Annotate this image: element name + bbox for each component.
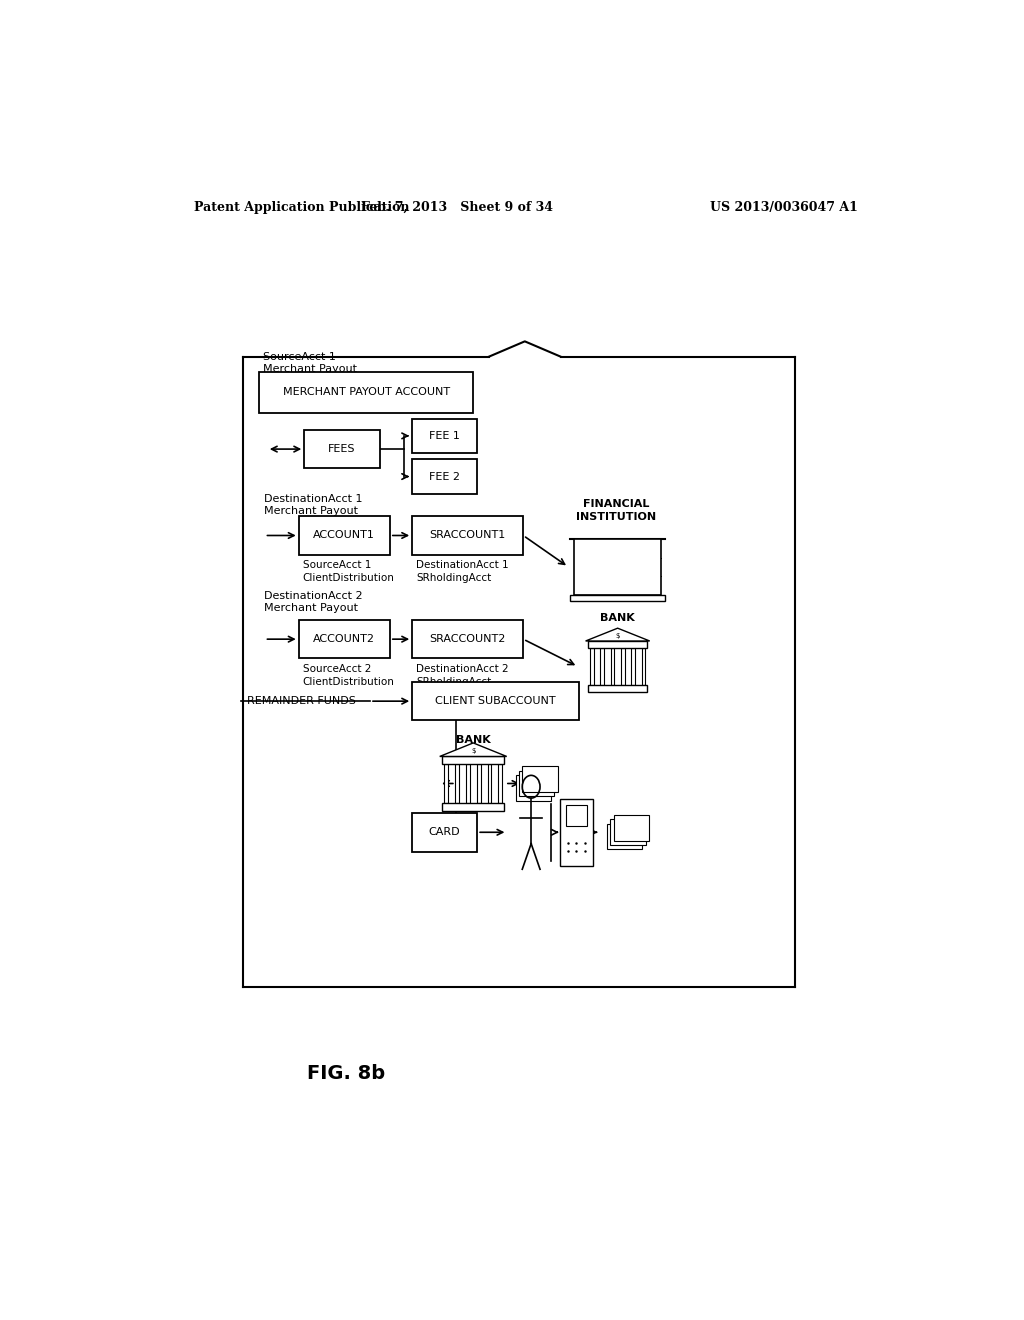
- Bar: [455, 764, 459, 803]
- Bar: [610, 820, 646, 845]
- Bar: [299, 516, 390, 554]
- Bar: [641, 648, 645, 685]
- Text: SRACCOUNT1: SRACCOUNT1: [429, 531, 506, 540]
- Bar: [444, 764, 449, 803]
- Bar: [412, 418, 477, 453]
- Text: SRholdingAcct: SRholdingAcct: [416, 677, 492, 686]
- Bar: [516, 775, 551, 800]
- Bar: [610, 648, 614, 685]
- Text: DestinationAcct 1: DestinationAcct 1: [264, 494, 362, 504]
- Text: Feb. 7, 2013   Sheet 9 of 34: Feb. 7, 2013 Sheet 9 of 34: [361, 201, 553, 214]
- Bar: [412, 620, 523, 659]
- Bar: [259, 372, 473, 412]
- Bar: [487, 764, 492, 803]
- Text: DestinationAcct 2: DestinationAcct 2: [416, 664, 509, 673]
- Bar: [499, 764, 503, 803]
- Text: ACCOUNT1: ACCOUNT1: [313, 531, 375, 540]
- Polygon shape: [586, 628, 649, 642]
- Bar: [519, 771, 554, 796]
- Polygon shape: [439, 743, 507, 756]
- Text: Merchant Payout: Merchant Payout: [264, 506, 358, 516]
- Bar: [412, 813, 477, 851]
- Bar: [631, 648, 635, 685]
- Text: ClientDistribution: ClientDistribution: [303, 677, 394, 686]
- Bar: [607, 824, 642, 849]
- Bar: [621, 648, 625, 685]
- Text: Merchant Payout: Merchant Payout: [264, 603, 358, 612]
- Bar: [570, 595, 666, 601]
- Text: CLIENT SUBACCOUNT: CLIENT SUBACCOUNT: [435, 696, 556, 706]
- Text: MERCHANT PAYOUT ACCOUNT: MERCHANT PAYOUT ACCOUNT: [283, 387, 450, 397]
- Text: SourceAcct 1: SourceAcct 1: [303, 560, 371, 570]
- Text: INSTITUTION: INSTITUTION: [577, 512, 656, 523]
- Text: $: $: [471, 748, 475, 754]
- Text: BANK: BANK: [600, 612, 635, 623]
- Bar: [565, 805, 587, 825]
- Bar: [442, 756, 505, 764]
- Text: SourceAcct 2: SourceAcct 2: [303, 664, 371, 673]
- Text: DestinationAcct 2: DestinationAcct 2: [264, 590, 364, 601]
- Bar: [588, 642, 647, 648]
- Bar: [412, 682, 579, 721]
- Bar: [442, 803, 505, 810]
- Text: FEE 2: FEE 2: [429, 471, 460, 482]
- Bar: [412, 459, 477, 494]
- Bar: [522, 767, 558, 792]
- Text: DestinationAcct 1: DestinationAcct 1: [416, 560, 509, 570]
- Bar: [590, 648, 594, 685]
- Text: SRholdingAcct: SRholdingAcct: [416, 573, 492, 583]
- Bar: [299, 620, 390, 659]
- Text: Merchant Payout: Merchant Payout: [263, 364, 357, 374]
- Bar: [304, 430, 380, 469]
- Bar: [588, 685, 647, 692]
- Text: CARD: CARD: [429, 828, 461, 837]
- Text: BANK: BANK: [456, 735, 490, 744]
- Text: SRACCOUNT2: SRACCOUNT2: [429, 634, 506, 644]
- Bar: [560, 799, 593, 866]
- Text: FEES: FEES: [328, 444, 355, 454]
- Bar: [574, 539, 662, 595]
- Text: FINANCIAL: FINANCIAL: [583, 499, 649, 510]
- Bar: [466, 764, 470, 803]
- Text: US 2013/0036047 A1: US 2013/0036047 A1: [711, 201, 858, 214]
- Text: ACCOUNT2: ACCOUNT2: [313, 634, 375, 644]
- Text: Patent Application Publication: Patent Application Publication: [194, 201, 410, 214]
- Text: $: $: [615, 632, 620, 639]
- Text: REMAINDER FUNDS: REMAINDER FUNDS: [247, 696, 356, 706]
- Text: FEE 1: FEE 1: [429, 430, 460, 441]
- Bar: [613, 816, 649, 841]
- Bar: [412, 516, 523, 554]
- Bar: [600, 648, 604, 685]
- Text: ClientDistribution: ClientDistribution: [303, 573, 394, 583]
- Text: FIG. 8b: FIG. 8b: [306, 1064, 385, 1082]
- Text: SourceAcct 1: SourceAcct 1: [263, 351, 336, 362]
- Bar: [477, 764, 480, 803]
